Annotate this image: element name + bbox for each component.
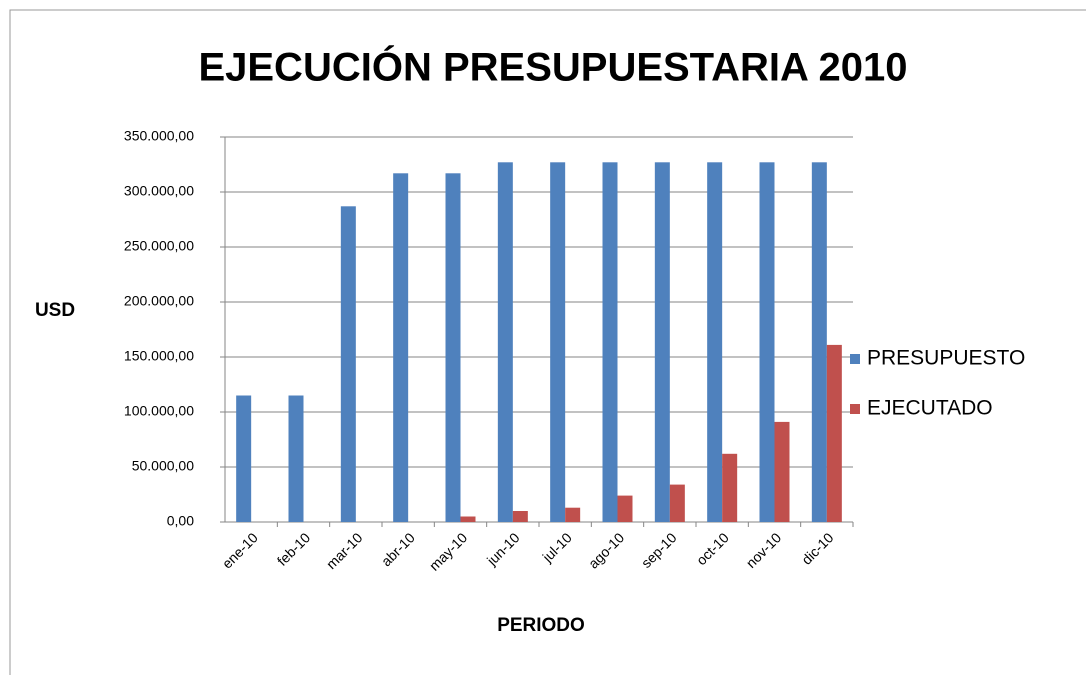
legend-swatch [850,354,860,364]
bar [393,173,409,523]
bar [460,516,476,522]
bar [512,511,528,522]
bar [811,162,827,523]
chart-title: EJECUCIÓN PRESUPUESTARIA 2010 [198,44,907,90]
y-axis-label: USD [35,300,75,321]
bar [722,453,738,522]
legend-label: EJECUTADO [867,397,993,420]
bar [759,162,775,523]
bar [654,162,670,523]
bar [445,173,461,523]
y-tick-label: 50.000,00 [132,458,194,474]
bar [565,507,581,522]
x-axis-label: PERIODO [497,615,585,636]
legend-swatch [850,404,860,414]
bar [669,484,685,522]
y-tick-label: 150.000,00 [124,348,194,364]
y-tick-label: 300.000,00 [124,183,194,199]
bar [550,162,566,523]
bar [288,395,304,522]
bar [340,206,356,523]
bar [707,162,723,523]
y-tick-label: 350.000,00 [124,128,194,144]
bar [602,162,618,523]
legend-label: PRESUPUESTO [867,347,1025,370]
y-tick-label: 100.000,00 [124,403,194,419]
bar [497,162,513,523]
y-tick-label: 0,00 [167,513,194,529]
y-tick-label: 200.000,00 [124,293,194,309]
y-tick-label: 250.000,00 [124,238,194,254]
bar [617,495,633,522]
frame [9,9,1086,675]
bar [774,421,790,522]
bar [826,344,842,522]
bar [236,395,252,522]
